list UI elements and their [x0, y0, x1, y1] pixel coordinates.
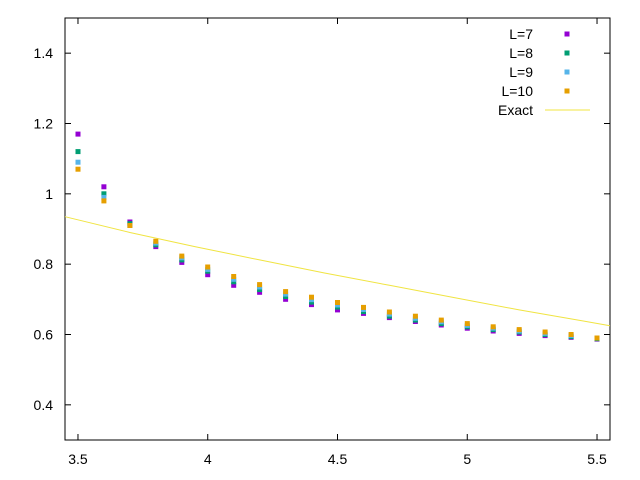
legend-label: L=9: [509, 64, 533, 80]
data-point-l7: [257, 289, 263, 295]
data-point-l10: [361, 304, 366, 310]
legend-swatch-point: [564, 50, 570, 56]
data-point-l7: [205, 272, 211, 278]
data-point-l10: [594, 335, 600, 341]
data-point-l9: [75, 159, 81, 165]
y-tick-label: 0.4: [34, 397, 54, 413]
legend: L=7 L=8 L=9 L=10 Exact: [498, 26, 590, 118]
data-point-l7: [283, 296, 289, 302]
legend-swatch-point: [564, 31, 570, 37]
y-tick-label: 0.8: [34, 256, 54, 272]
x-tick-label: 4: [204, 451, 212, 467]
y-tick-label: 1.4: [34, 45, 54, 61]
legend-swatch-point: [564, 69, 570, 75]
x-tick-label: 3.5: [68, 451, 88, 467]
data-point-l10: [542, 329, 548, 335]
data-point-l10: [464, 321, 470, 327]
legend-label: L=7: [509, 26, 533, 42]
data-point-l10: [75, 166, 81, 172]
data-point-l10: [231, 274, 237, 279]
legend-swatch-point: [564, 88, 570, 94]
data-points-layer: [75, 131, 600, 342]
data-point-l10: [516, 327, 522, 333]
data-point-l10: [490, 324, 496, 330]
data-point-l10: [309, 294, 314, 300]
y-tick-label: 1.2: [34, 116, 54, 132]
data-point-l8: [75, 149, 81, 155]
plot-frame: [64, 17, 611, 441]
data-point-l8: [101, 191, 107, 197]
y-tick-label: 1: [45, 186, 53, 202]
data-point-l7: [75, 131, 81, 137]
legend-label: L=10: [501, 83, 533, 99]
data-point-l7: [335, 307, 340, 313]
data-point-l10: [257, 282, 263, 288]
data-point-l9: [101, 194, 107, 200]
data-point-l10: [179, 253, 185, 259]
data-point-l10: [283, 289, 289, 295]
data-point-l10: [386, 309, 392, 315]
exact-curve: [64, 216, 611, 327]
data-point-l10: [568, 332, 574, 337]
data-point-l7: [101, 184, 107, 190]
axis-ticks: 3.5 4 4.5 5 5.5 0.4 0.6 0.8 1 1.2 1.4: [34, 18, 610, 467]
data-point-l7: [231, 282, 237, 288]
data-point-l10: [205, 264, 211, 270]
data-point-l10: [127, 223, 133, 228]
legend-label: Exact: [498, 102, 533, 118]
data-point-l10: [335, 300, 340, 305]
x-tick-label: 4.5: [328, 451, 348, 467]
exact-curve-layer: [64, 216, 611, 327]
data-point-l10: [101, 198, 107, 204]
x-tick-label: 5.5: [587, 451, 607, 467]
data-point-l10: [412, 313, 418, 319]
x-tick-label: 5: [463, 451, 471, 467]
legend-label: L=8: [509, 45, 533, 61]
data-point-l9: [231, 276, 237, 282]
y-tick-label: 0.6: [34, 327, 54, 343]
data-point-l10: [153, 238, 159, 244]
data-point-l10: [438, 317, 444, 323]
